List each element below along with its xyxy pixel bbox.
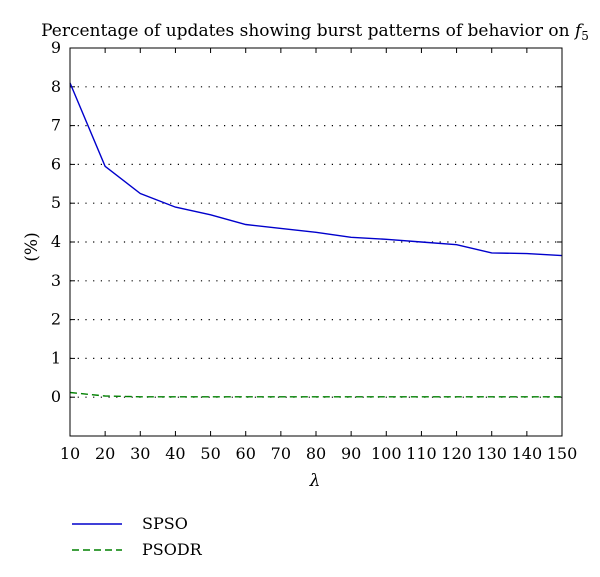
series-group [69,82,563,398]
y-tick-label: 6 [51,154,61,173]
plot-frame [69,47,563,437]
y-tick-label: 7 [51,116,61,135]
y-tick-label: 3 [51,271,61,290]
x-tick-label: 10 [60,444,80,463]
chart-title-function: f [573,21,584,41]
y-tick-label: 2 [51,310,61,329]
y-tick-label: 4 [51,232,61,251]
chart-title: Percentage of updates showing burst patt… [41,21,589,43]
x-tick-label: 80 [306,444,326,463]
x-tick-label: 100 [371,444,402,463]
series-line-spso [69,82,563,257]
chart-title-text: Percentage of updates showing burst patt… [41,21,575,41]
x-tick-label: 40 [165,444,185,463]
x-tick-label: 150 [547,444,578,463]
x-tick-label: 90 [341,444,361,463]
y-axis-label: (%) [22,232,42,261]
x-tick-label: 70 [271,444,291,463]
x-axis-label: λ [309,471,321,491]
x-tick-label: 30 [130,444,150,463]
y-tick-label: 1 [51,348,61,367]
y-tick-label: 0 [51,387,61,406]
y-tick-label: 9 [51,38,61,57]
legend-label-spso: SPSO [142,514,188,533]
y-tick-label: 8 [51,77,61,96]
x-tick-label: 60 [236,444,256,463]
axis-ticks: 0 1 2 3 4 5 6 7 8 9 10 20 30 40 50 60 70 80 90 100 110 120 130… [51,38,577,463]
x-tick-label: 140 [512,444,543,463]
series-line-psodr [69,391,562,398]
x-tick-label: 50 [200,444,220,463]
x-tick-label: 110 [406,444,437,463]
legend: SPSO PSODR [72,514,203,559]
y-tick-label: 5 [51,193,61,212]
grid-lines [70,86,562,398]
x-tick-label: 130 [476,444,507,463]
legend-label-psodr: PSODR [142,540,203,559]
x-tick-label: 20 [95,444,115,463]
chart-title-function-subscript: 5 [581,29,589,43]
x-tick-label: 120 [441,444,472,463]
